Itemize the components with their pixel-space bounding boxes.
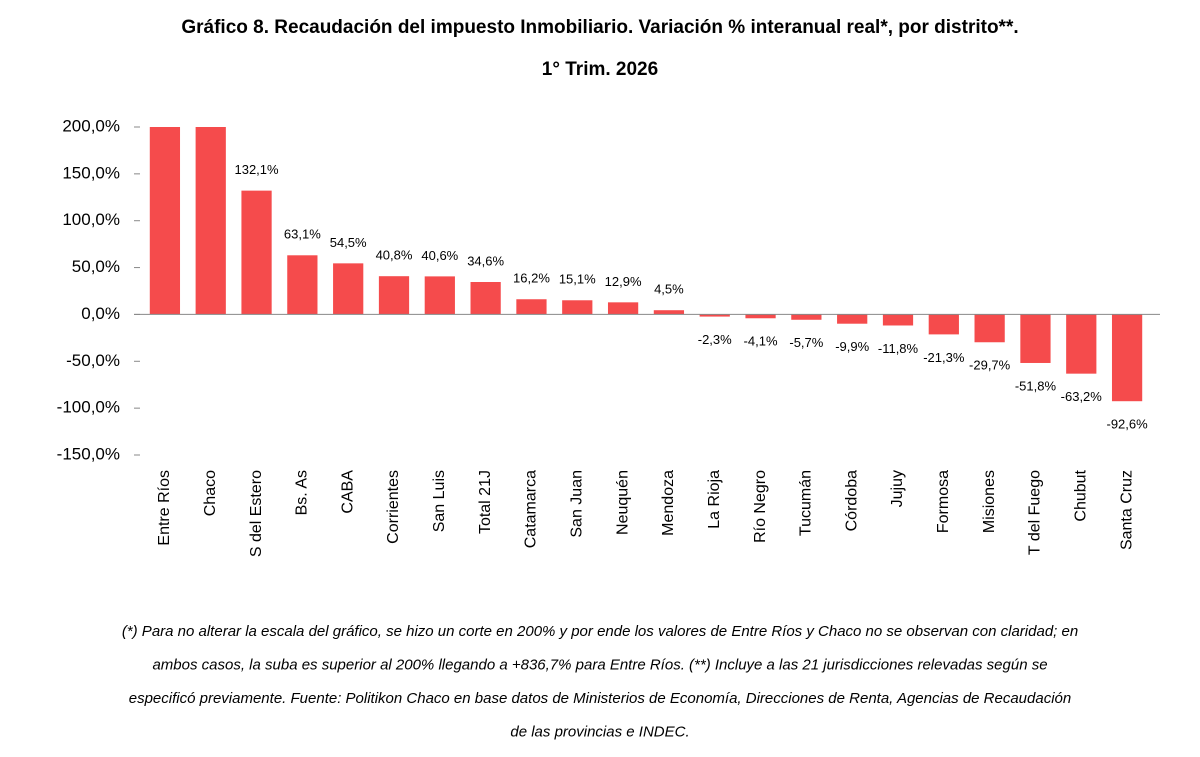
bar: [699, 314, 730, 317]
x-tick-label: Córdoba: [843, 470, 860, 531]
bar: [241, 190, 272, 315]
value-label: 63,1%: [284, 227, 321, 242]
value-label: -29,7%: [969, 358, 1011, 373]
x-tick-label: Neuquén: [614, 470, 631, 535]
y-tick-label: -50,0%: [66, 351, 120, 370]
x-tick-label: San Juan: [568, 470, 585, 538]
x-tick-label: Mendoza: [660, 470, 677, 536]
bar: [470, 282, 501, 315]
x-tick-label: Formosa: [935, 470, 952, 533]
bar: [562, 300, 593, 315]
value-label: 40,6%: [421, 248, 458, 263]
bar: [378, 276, 410, 315]
footnote: de las provincias e INDEC.: [510, 723, 689, 740]
footnote: especificó previamente. Fuente: Politiko…: [129, 690, 1071, 707]
value-label: -92,6%: [1106, 417, 1148, 432]
footnote: (*) Para no alterar la escala del gráfic…: [122, 623, 1078, 640]
x-tick-label: Misiones: [981, 470, 998, 533]
y-tick-label: 200,0%: [62, 116, 120, 135]
chart-subtitle: 1° Trim. 2026: [542, 59, 658, 80]
bar: [424, 276, 455, 315]
bar: [745, 314, 776, 319]
y-tick-label: -150,0%: [57, 444, 120, 463]
x-tick-label: San Luis: [431, 470, 448, 532]
value-label: 15,1%: [559, 272, 596, 287]
value-label: -5,7%: [789, 335, 823, 350]
bar: [195, 127, 226, 315]
bar: [516, 299, 547, 315]
y-tick-label: 0,0%: [81, 304, 120, 323]
bar: [837, 314, 868, 324]
value-label: -9,9%: [835, 339, 869, 354]
x-tick-label: Bs. As: [294, 470, 311, 515]
bar: [287, 255, 318, 315]
bar: [974, 314, 1005, 343]
bar: [928, 314, 959, 335]
y-tick-label: 50,0%: [72, 257, 120, 276]
value-label: -4,1%: [744, 334, 778, 349]
bar: [791, 314, 822, 320]
value-label: 4,5%: [654, 282, 684, 297]
x-tick-label: Corrientes: [385, 470, 402, 544]
value-label: 54,5%: [330, 235, 367, 250]
x-tick-label: Tucumán: [798, 470, 815, 536]
x-tick-label: Chubut: [1072, 469, 1089, 521]
x-tick-label: Santa Cruz: [1118, 470, 1135, 550]
x-tick-label: Catamarca: [523, 470, 540, 548]
value-label: -51,8%: [1015, 378, 1057, 393]
chart-title: Gráfico 8. Recaudación del impuesto Inmo…: [181, 17, 1018, 38]
plot-area: [149, 127, 1143, 402]
value-label: 132,1%: [234, 162, 279, 177]
value-label: 16,2%: [513, 271, 550, 286]
x-tick-label: Jujuy: [889, 470, 906, 507]
x-tick-label: Río Negro: [752, 470, 769, 543]
y-tick-label: 100,0%: [62, 210, 120, 229]
value-label: -11,8%: [878, 341, 919, 356]
bar: [882, 314, 914, 326]
bar: [1111, 314, 1143, 402]
y-tick-label: -100,0%: [57, 398, 120, 417]
x-tick-label: Total 21J: [477, 470, 494, 534]
value-label: 40,8%: [376, 248, 413, 263]
y-tick-label: 150,0%: [62, 163, 120, 182]
value-label: -63,2%: [1061, 389, 1103, 404]
bar: [653, 310, 685, 315]
value-label: 12,9%: [605, 274, 642, 289]
x-tick-label: Chaco: [202, 470, 219, 516]
footnote: ambos casos, la suba es superior al 200%…: [152, 656, 1047, 673]
bar: [1020, 314, 1051, 363]
bar: [149, 127, 181, 315]
value-label: 34,6%: [467, 253, 504, 268]
x-tick-label: La Rioja: [706, 470, 723, 529]
x-tick-label: S del Estero: [248, 470, 265, 557]
value-label: -21,3%: [923, 350, 965, 365]
x-tick-label: CABA: [339, 470, 356, 514]
value-label: -2,3%: [698, 332, 732, 347]
bar: [333, 263, 364, 315]
bar: [1066, 314, 1097, 374]
x-tick-label: Entre Ríos: [156, 470, 173, 546]
bar: [607, 302, 639, 315]
x-tick-label: T del Fuego: [1027, 470, 1044, 555]
